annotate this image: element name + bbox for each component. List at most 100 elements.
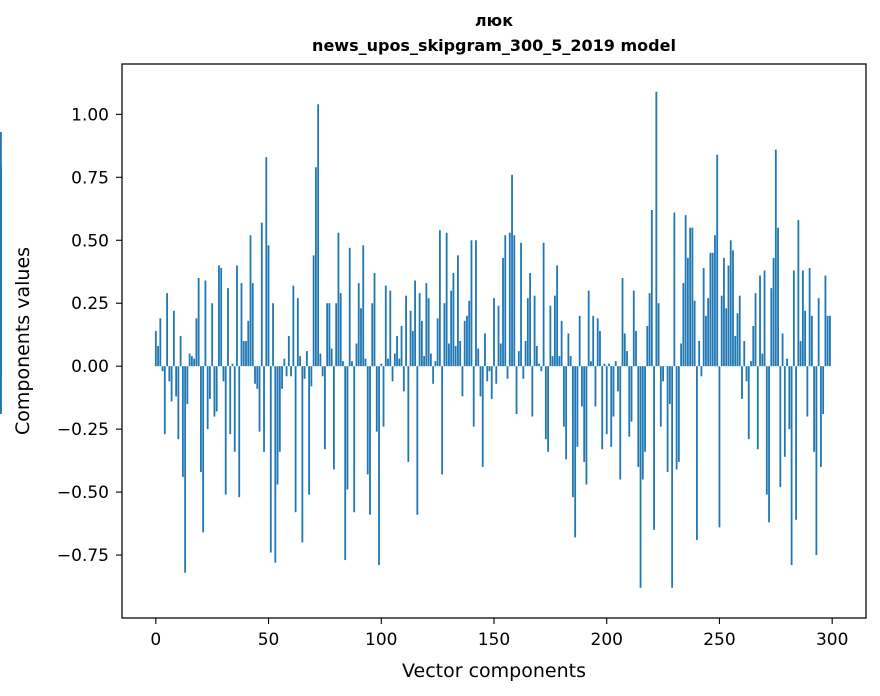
bar xyxy=(650,210,653,367)
bar xyxy=(200,366,202,472)
bar xyxy=(619,366,622,480)
y-tick-label: −0.75 xyxy=(57,546,109,566)
bar xyxy=(197,278,200,367)
bar xyxy=(254,366,256,384)
bar xyxy=(529,273,531,367)
bar xyxy=(314,167,317,367)
bar xyxy=(400,325,403,367)
bar xyxy=(727,265,730,367)
bar xyxy=(639,366,642,588)
bar xyxy=(308,366,311,495)
bar xyxy=(362,245,365,367)
bar xyxy=(705,315,707,367)
bar xyxy=(759,275,761,367)
bar xyxy=(411,330,414,367)
bar xyxy=(0,323,2,367)
bar xyxy=(553,295,556,367)
bar xyxy=(826,315,829,367)
x-axis-label: Vector components xyxy=(402,660,586,682)
bar xyxy=(574,366,577,538)
bar xyxy=(745,366,748,382)
bar xyxy=(348,247,351,367)
bar xyxy=(193,358,196,367)
bar xyxy=(808,267,811,367)
bar xyxy=(317,104,320,367)
bar xyxy=(698,341,701,367)
bar xyxy=(806,366,809,417)
bar xyxy=(592,315,595,367)
bar xyxy=(783,366,786,457)
bar xyxy=(716,154,719,367)
bar xyxy=(265,157,268,367)
bar xyxy=(454,346,457,367)
bar xyxy=(820,366,822,467)
x-tick-label: 150 xyxy=(478,630,510,650)
bar xyxy=(488,366,491,372)
bar xyxy=(461,366,464,397)
bar xyxy=(269,366,272,553)
y-axis-label: Components values xyxy=(12,247,34,435)
x-axis: 0 50 100 150 200 250 300 xyxy=(150,618,848,650)
bar xyxy=(429,353,432,367)
bar xyxy=(612,366,615,417)
bar xyxy=(274,366,277,563)
bar xyxy=(736,313,739,367)
bar xyxy=(168,366,171,382)
bar xyxy=(172,310,175,367)
bar xyxy=(702,267,705,367)
bar xyxy=(427,298,430,367)
bar xyxy=(166,293,168,367)
bar xyxy=(662,366,664,382)
bar xyxy=(290,366,292,377)
bar xyxy=(391,366,394,382)
bar xyxy=(249,235,252,367)
bar xyxy=(247,320,250,367)
bar xyxy=(157,346,159,367)
bar xyxy=(792,270,795,367)
bar xyxy=(486,366,489,382)
bar xyxy=(754,293,757,367)
bar xyxy=(220,267,223,367)
y-tick-label: −0.25 xyxy=(57,420,109,440)
bar xyxy=(653,366,655,530)
bar xyxy=(459,341,462,367)
bar xyxy=(495,366,498,384)
bar xyxy=(312,255,315,367)
bar xyxy=(707,298,710,367)
bar xyxy=(0,164,2,367)
bar xyxy=(443,303,446,367)
bar xyxy=(398,358,401,367)
bar xyxy=(714,235,716,367)
bar xyxy=(691,227,694,367)
bar xyxy=(531,366,534,417)
bar xyxy=(533,295,536,367)
bar xyxy=(484,333,486,367)
bar xyxy=(635,330,637,367)
bar xyxy=(450,290,453,367)
bar xyxy=(693,300,696,367)
bar xyxy=(263,366,265,452)
bar xyxy=(671,366,674,588)
bar xyxy=(425,283,428,367)
bar xyxy=(360,308,362,367)
bar xyxy=(666,366,669,472)
bar xyxy=(689,227,692,367)
bar xyxy=(256,366,259,389)
bar xyxy=(560,320,563,367)
bar xyxy=(463,320,466,367)
bar xyxy=(222,366,225,382)
bar xyxy=(206,366,209,430)
bar xyxy=(276,366,279,485)
bar xyxy=(677,366,680,462)
bar xyxy=(578,315,581,367)
bar xyxy=(420,320,423,367)
bar xyxy=(520,242,522,367)
bar xyxy=(723,257,725,367)
bar xyxy=(245,341,247,367)
bar xyxy=(585,366,588,485)
bar xyxy=(711,252,714,367)
bar xyxy=(175,366,178,397)
bar xyxy=(630,366,633,422)
bar xyxy=(756,366,759,450)
y-tick-label: 0.75 xyxy=(71,168,109,188)
